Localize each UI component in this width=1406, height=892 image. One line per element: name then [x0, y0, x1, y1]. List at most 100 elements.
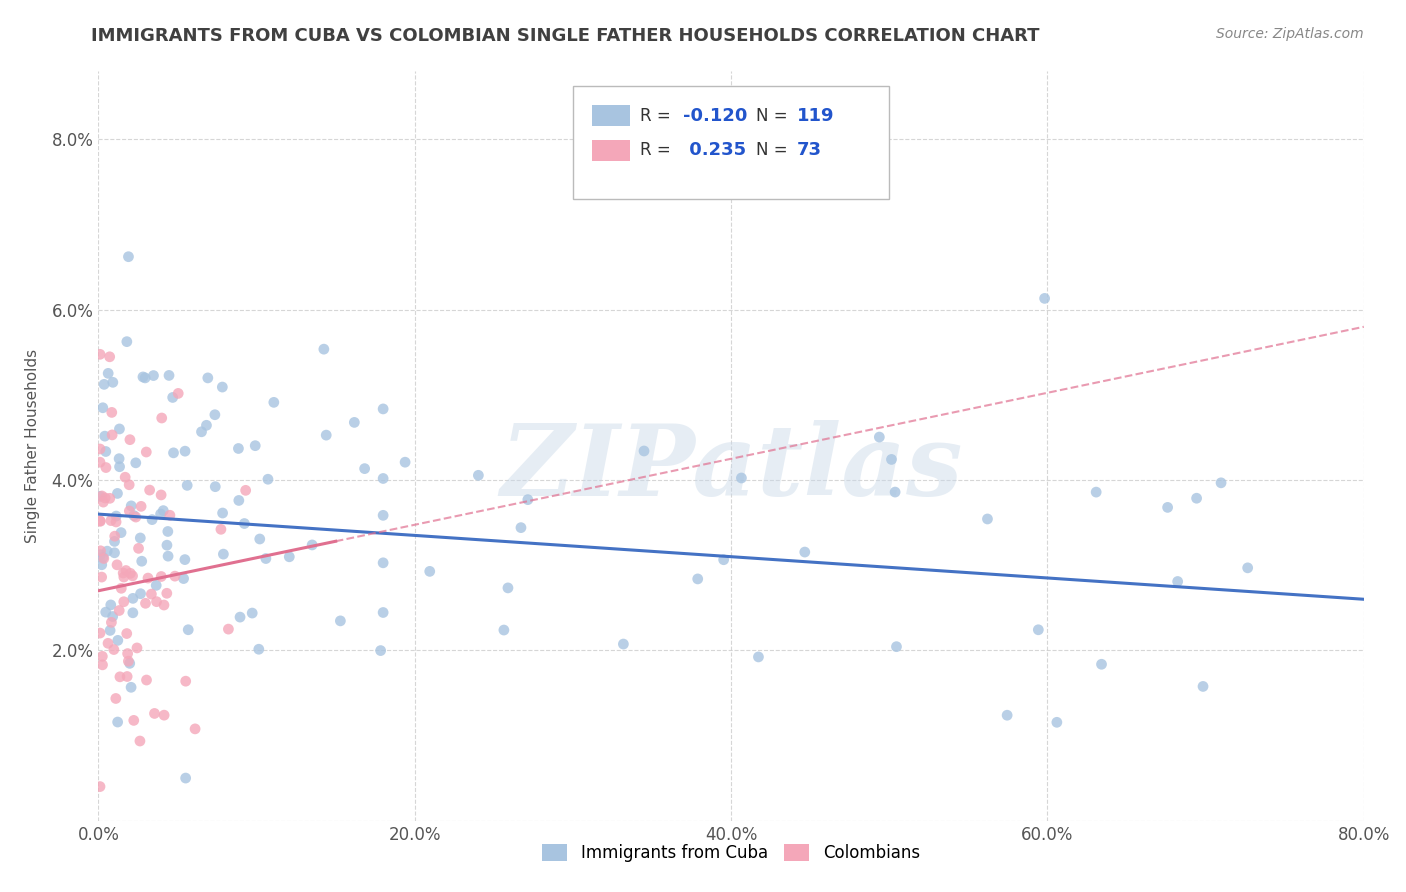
Point [105, 515, 128, 529]
Text: Source: ZipAtlas.com: Source: ZipAtlas.com [1216, 27, 1364, 41]
Point [105, 558, 128, 572]
Point [371, 606, 394, 620]
Point [371, 471, 394, 485]
Point [233, 516, 256, 531]
Point [103, 642, 125, 657]
Point [197, 371, 219, 385]
Point [100, 615, 122, 630]
Point [184, 722, 207, 736]
Point [174, 771, 197, 785]
Point [1046, 715, 1069, 730]
Point [156, 538, 179, 552]
Point [107, 714, 129, 729]
Point [114, 470, 136, 484]
Point [150, 411, 173, 425]
Point [976, 512, 998, 526]
Point [108, 603, 131, 617]
Point [245, 439, 267, 453]
Point [177, 623, 200, 637]
Point [880, 452, 903, 467]
Text: 0.235: 0.235 [683, 141, 747, 159]
Point [89, 489, 111, 503]
Point [108, 451, 131, 466]
Point [93, 377, 115, 392]
Point [120, 499, 142, 513]
Point [97, 636, 120, 650]
Point [240, 606, 263, 620]
Point [122, 591, 145, 606]
Point [145, 578, 167, 592]
Point [229, 610, 252, 624]
Point [122, 508, 145, 523]
Point [134, 596, 156, 610]
Point [157, 368, 180, 383]
Point [120, 566, 142, 581]
Point [278, 549, 301, 564]
Point [312, 342, 335, 356]
Point [118, 477, 141, 491]
Point [104, 529, 127, 543]
Point [249, 532, 271, 546]
Point [129, 531, 152, 545]
Point [353, 461, 375, 475]
Text: N =: N = [756, 106, 787, 125]
Text: 119: 119 [797, 106, 834, 125]
Point [89, 543, 111, 558]
Point [174, 444, 197, 458]
Point [89, 347, 111, 361]
Y-axis label: Single Father Households: Single Father Households [25, 349, 41, 543]
Point [156, 524, 179, 539]
Point [686, 572, 709, 586]
Point [90, 558, 112, 572]
Point [235, 483, 257, 498]
Point [329, 614, 352, 628]
Point [98, 350, 121, 364]
Point [371, 556, 394, 570]
Point [163, 569, 186, 583]
Point [118, 504, 141, 518]
Point [150, 488, 173, 502]
Point [117, 250, 139, 264]
Point [94, 460, 117, 475]
Point [91, 550, 114, 565]
Point [138, 483, 160, 497]
Point [93, 551, 115, 566]
Point [159, 508, 181, 523]
Text: ZIPatlas: ZIPatlas [501, 420, 962, 516]
Point [100, 598, 122, 612]
Point [141, 513, 163, 527]
Point [162, 446, 184, 460]
Text: -0.120: -0.120 [683, 106, 748, 125]
Point [371, 401, 394, 416]
Point [1185, 491, 1208, 506]
Point [94, 444, 117, 458]
Point [257, 472, 280, 486]
Point [135, 673, 157, 687]
Point [91, 649, 114, 664]
Point [125, 456, 148, 470]
Point [90, 570, 112, 584]
Text: IMMIGRANTS FROM CUBA VS COLOMBIAN SINGLE FATHER HOUSEHOLDS CORRELATION CHART: IMMIGRANTS FROM CUBA VS COLOMBIAN SINGLE… [91, 27, 1040, 45]
Point [101, 376, 124, 390]
Point [174, 674, 197, 689]
Point [173, 572, 195, 586]
Point [176, 478, 198, 492]
Point [254, 551, 277, 566]
Point [91, 401, 114, 415]
Point [370, 643, 392, 657]
Point [105, 509, 128, 524]
Point [134, 371, 156, 385]
Point [301, 538, 323, 552]
Point [713, 552, 735, 566]
Point [96, 544, 118, 558]
Text: R =: R = [640, 141, 671, 159]
FancyBboxPatch shape [592, 140, 630, 161]
Point [94, 429, 117, 443]
Point [89, 455, 111, 469]
Point [115, 669, 138, 683]
Point [122, 714, 145, 728]
FancyBboxPatch shape [574, 87, 889, 199]
Point [730, 471, 752, 485]
Point [112, 570, 135, 584]
FancyBboxPatch shape [592, 105, 630, 126]
